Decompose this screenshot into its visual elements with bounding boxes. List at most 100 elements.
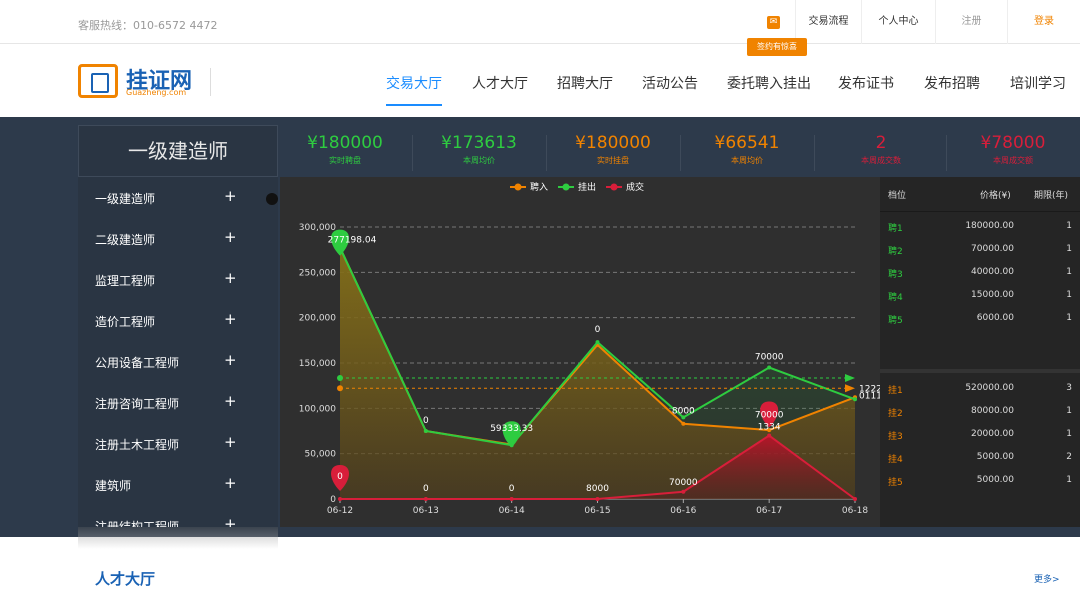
- data-point: [423, 429, 428, 433]
- divider: [546, 135, 547, 171]
- stat-value: ¥180000: [575, 133, 651, 153]
- nav-recruit-hall[interactable]: 招聘大厅: [557, 76, 613, 92]
- promo-tooltip: 签约有惊喜: [747, 38, 807, 56]
- sidebar-item[interactable]: 注册土木工程师 +: [78, 423, 278, 464]
- max-marker-icon: [760, 401, 779, 428]
- stat-label: 实时挂盘: [597, 156, 629, 165]
- link-login[interactable]: 登录: [1007, 0, 1080, 44]
- data-point: [853, 497, 857, 501]
- sidebar-item-label: 注册土木工程师: [95, 438, 180, 452]
- expand-icon[interactable]: +: [224, 351, 237, 369]
- sidebar-item[interactable]: 二级建造师 +: [78, 218, 278, 259]
- stat-weekly-deals: 2 本周成交数: [814, 133, 948, 166]
- table-header-price: 价格(¥): [980, 191, 1011, 201]
- avg-dot: [337, 375, 343, 382]
- nav-publish-cert[interactable]: 发布证书: [838, 76, 894, 92]
- sidebar-item[interactable]: 注册咨询工程师 +: [78, 382, 278, 423]
- logo-icon[interactable]: [78, 64, 118, 98]
- buy-row-tier: 聘4: [888, 293, 903, 303]
- expand-icon[interactable]: +: [224, 433, 237, 451]
- logo-text[interactable]: 挂证网: [126, 69, 193, 94]
- nav-training[interactable]: 培训学习: [1010, 76, 1066, 92]
- data-label: 70000: [669, 478, 698, 488]
- legend-label: 聘入: [530, 181, 548, 193]
- sidebar-item[interactable]: 公用设备工程师 +: [78, 341, 278, 382]
- expand-icon[interactable]: +: [224, 187, 237, 205]
- y-tick-label: 200,000: [299, 314, 336, 324]
- expand-icon[interactable]: +: [224, 515, 237, 527]
- stat-weekly-avg-sell: ¥66541 本周均价: [680, 133, 814, 166]
- data-label: 8000: [672, 407, 695, 417]
- sell-row-tier: 挂2: [888, 409, 903, 419]
- slider-dot-icon[interactable]: [266, 193, 278, 205]
- buy-row-price: 40000.00: [971, 267, 1014, 277]
- data-point: [767, 428, 772, 433]
- sidebar-item[interactable]: 一级建造师 +: [78, 177, 278, 218]
- sidebar-item[interactable]: 造价工程师 +: [78, 300, 278, 341]
- divider: [814, 135, 815, 171]
- table-header-term: 期限(年): [1034, 191, 1069, 201]
- expand-icon[interactable]: +: [224, 228, 237, 246]
- buy-row-tier: 聘3: [888, 270, 903, 280]
- data-label: 70000: [755, 411, 784, 421]
- sidebar-item-label: 二级建造师: [95, 233, 156, 247]
- sell-row-price: 520000.00: [965, 383, 1014, 393]
- y-tick-label: 250,000: [299, 268, 336, 278]
- sell-row-term: 2: [1066, 452, 1072, 462]
- legend-dot: [514, 183, 522, 191]
- y-tick-label: 100,000: [299, 404, 336, 414]
- sidebar-item[interactable]: 建筑师 +: [78, 464, 278, 505]
- expand-icon[interactable]: +: [224, 474, 237, 492]
- x-tick-label: 06-13: [413, 506, 439, 516]
- sidebar-item[interactable]: 注册结构工程师 +: [78, 505, 278, 527]
- divider: [680, 135, 681, 171]
- series-area-1: [340, 247, 855, 499]
- nav-talent-hall[interactable]: 人才大厅: [472, 76, 528, 92]
- logo-sub: Guazheng.com: [126, 88, 187, 97]
- expand-icon[interactable]: +: [224, 392, 237, 410]
- nav-active-indicator: [386, 104, 442, 106]
- divider: [210, 68, 211, 96]
- data-point: [681, 421, 686, 426]
- more-link[interactable]: 更多>: [1034, 575, 1060, 585]
- stat-value: ¥78000: [980, 133, 1046, 153]
- nav-entrust[interactable]: 委托聘入挂出: [727, 76, 811, 92]
- sell-row-tier: 挂3: [888, 432, 903, 442]
- link-trade-flow[interactable]: 交易流程: [795, 0, 861, 44]
- y-tick-label: 50,000: [305, 450, 337, 460]
- stat-weekly-amount: ¥78000 本周成交额: [946, 133, 1080, 166]
- y-tick-label: 300,000: [299, 223, 336, 233]
- stat-value: ¥173613: [441, 133, 517, 153]
- nav-announcements[interactable]: 活动公告: [642, 76, 698, 92]
- divider: [880, 211, 1080, 212]
- data-label: 0: [509, 484, 515, 494]
- link-register[interactable]: 注册: [935, 0, 1007, 44]
- expand-icon[interactable]: +: [224, 310, 237, 328]
- gift-icon[interactable]: ✉: [767, 16, 780, 29]
- stat-weekly-avg-buy: ¥173613 本周均价: [412, 133, 546, 166]
- avg-arrow-icon: [845, 384, 855, 393]
- stat-value: 2: [875, 133, 887, 153]
- header: [0, 44, 1080, 117]
- buy-row-price: 70000.00: [971, 244, 1014, 254]
- x-tick-label: 06-15: [584, 506, 610, 516]
- sidebar-item[interactable]: 监理工程师 +: [78, 259, 278, 300]
- link-user-center[interactable]: 个人中心: [861, 0, 935, 44]
- nav-publish-recruit[interactable]: 发布招聘: [924, 76, 980, 92]
- data-point: [595, 340, 600, 345]
- expand-icon[interactable]: +: [224, 269, 237, 287]
- panel-title: 一级建造师: [78, 125, 278, 177]
- divider: [880, 369, 1080, 373]
- x-tick-label: 06-14: [499, 506, 525, 516]
- sell-row-tier: 挂4: [888, 455, 903, 465]
- y-tick-label: 150,000: [299, 359, 336, 369]
- buy-row-term: 1: [1066, 290, 1072, 300]
- divider: [946, 135, 947, 171]
- data-label: 0: [423, 416, 429, 426]
- sell-row-price: 5000.00: [976, 475, 1014, 485]
- data-label: 1222: [859, 384, 880, 394]
- nav-trade-hall[interactable]: 交易大厅: [386, 76, 442, 92]
- panel-shadow: [78, 527, 278, 549]
- chart-area: 0 50,000 100,000 150,000 200,000 250,000 300,0…: [280, 177, 882, 527]
- buy-row-tier: 聘1: [888, 224, 903, 234]
